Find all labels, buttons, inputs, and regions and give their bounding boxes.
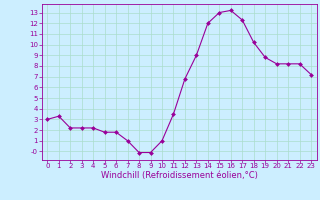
X-axis label: Windchill (Refroidissement éolien,°C): Windchill (Refroidissement éolien,°C) bbox=[101, 171, 258, 180]
